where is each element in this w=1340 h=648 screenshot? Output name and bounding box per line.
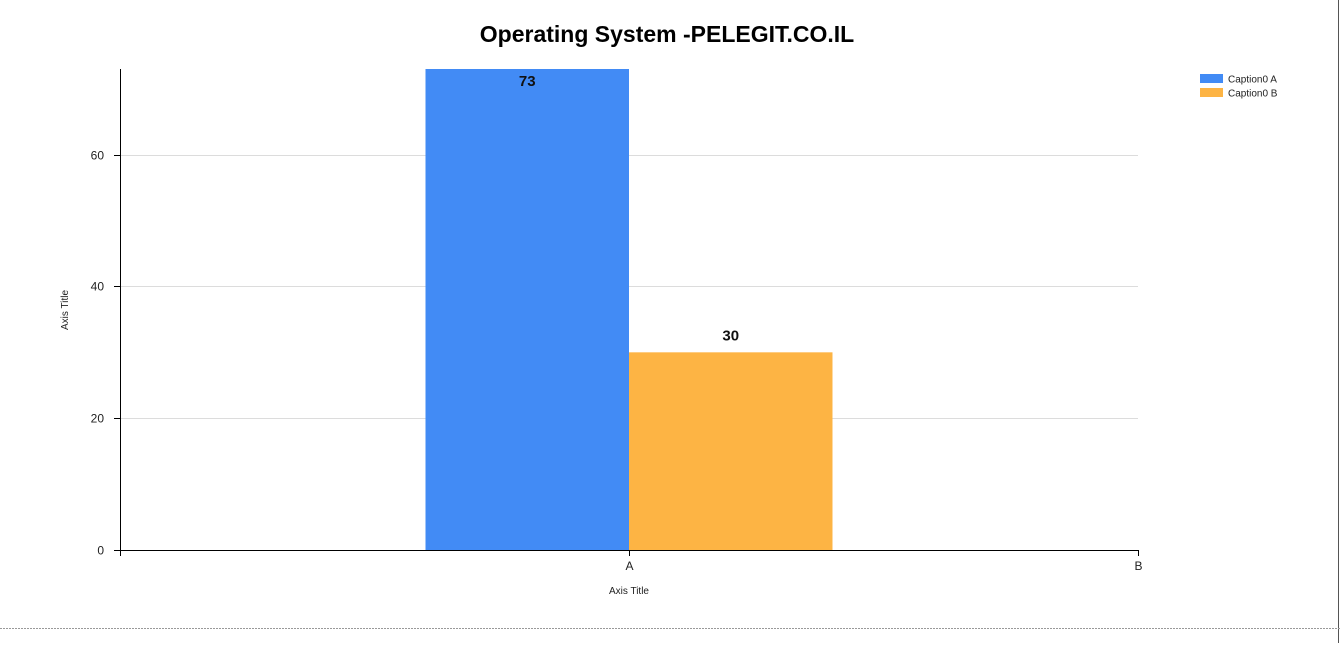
- legend-swatch: [1200, 74, 1223, 83]
- data-labels: 73 30: [519, 73, 739, 344]
- x-axis-title: Axis Title: [609, 586, 649, 597]
- y-tick-label: 20: [91, 412, 105, 426]
- x-tick-label: A: [625, 559, 633, 573]
- y-axis-title: Axis Title: [60, 290, 71, 330]
- x-tick-label: B: [1134, 559, 1142, 573]
- y-tick-label: 0: [97, 544, 104, 558]
- chart-title: Operating System -PELEGIT.CO.IL: [480, 21, 854, 47]
- legend-swatch: [1200, 88, 1223, 97]
- bar-a-series-2: [629, 352, 833, 550]
- bar-value-label: 73: [519, 73, 536, 90]
- y-tick-label: 40: [91, 280, 105, 294]
- legend-label: Caption0 A: [1228, 75, 1277, 86]
- legend: Caption0 A Caption0 B: [1200, 74, 1278, 100]
- bar-value-label: 30: [722, 327, 739, 344]
- legend-label: Caption0 B: [1228, 89, 1278, 100]
- y-tick-label: 60: [91, 149, 105, 163]
- bars: [425, 69, 833, 550]
- bar-a-series-1: [425, 69, 629, 550]
- axes: 0 20 40 60 A B: [91, 69, 1143, 573]
